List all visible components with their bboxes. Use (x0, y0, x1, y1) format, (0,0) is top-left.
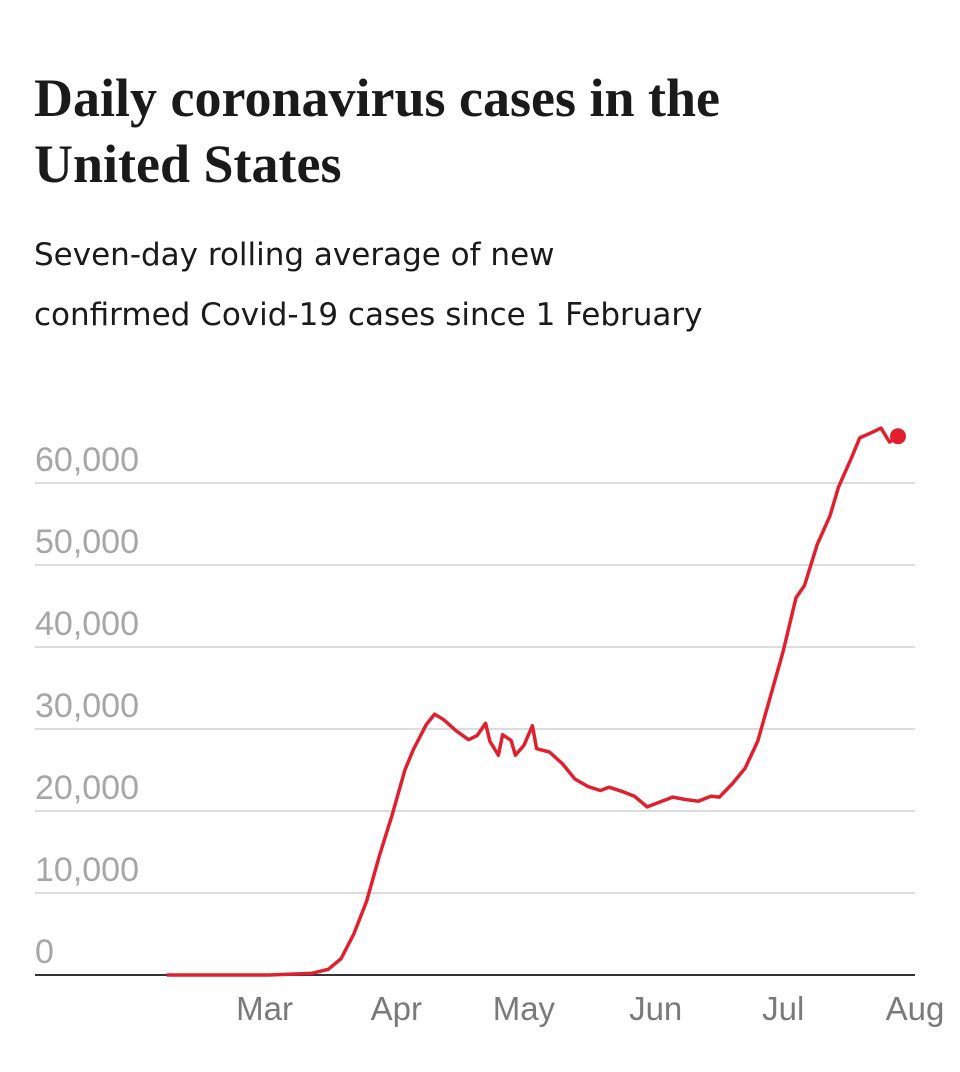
x-tick-label: Mar (236, 990, 293, 1027)
end-marker (889, 428, 906, 445)
chart-subtitle: Seven-day rolling average of new confirm… (34, 237, 703, 333)
y-tick-label: 0 (35, 933, 54, 971)
y-tick-label: 50,000 (35, 523, 139, 561)
x-tick-label: May (493, 990, 556, 1027)
y-tick-label: 40,000 (35, 605, 139, 643)
x-tick-label: Jul (762, 990, 804, 1027)
y-tick-label: 10,000 (35, 851, 139, 889)
y-tick-label: 30,000 (35, 687, 139, 725)
line-series (166, 426, 899, 977)
x-tick-label: Jun (629, 990, 682, 1027)
y-tick-label: 20,000 (35, 769, 139, 807)
y-tick-label: 60,000 (35, 441, 139, 479)
chart-title: Daily coronavirus cases in the United St… (34, 68, 734, 194)
x-tick-label: Aug (886, 990, 945, 1027)
x-tick-label: Apr (371, 990, 422, 1027)
